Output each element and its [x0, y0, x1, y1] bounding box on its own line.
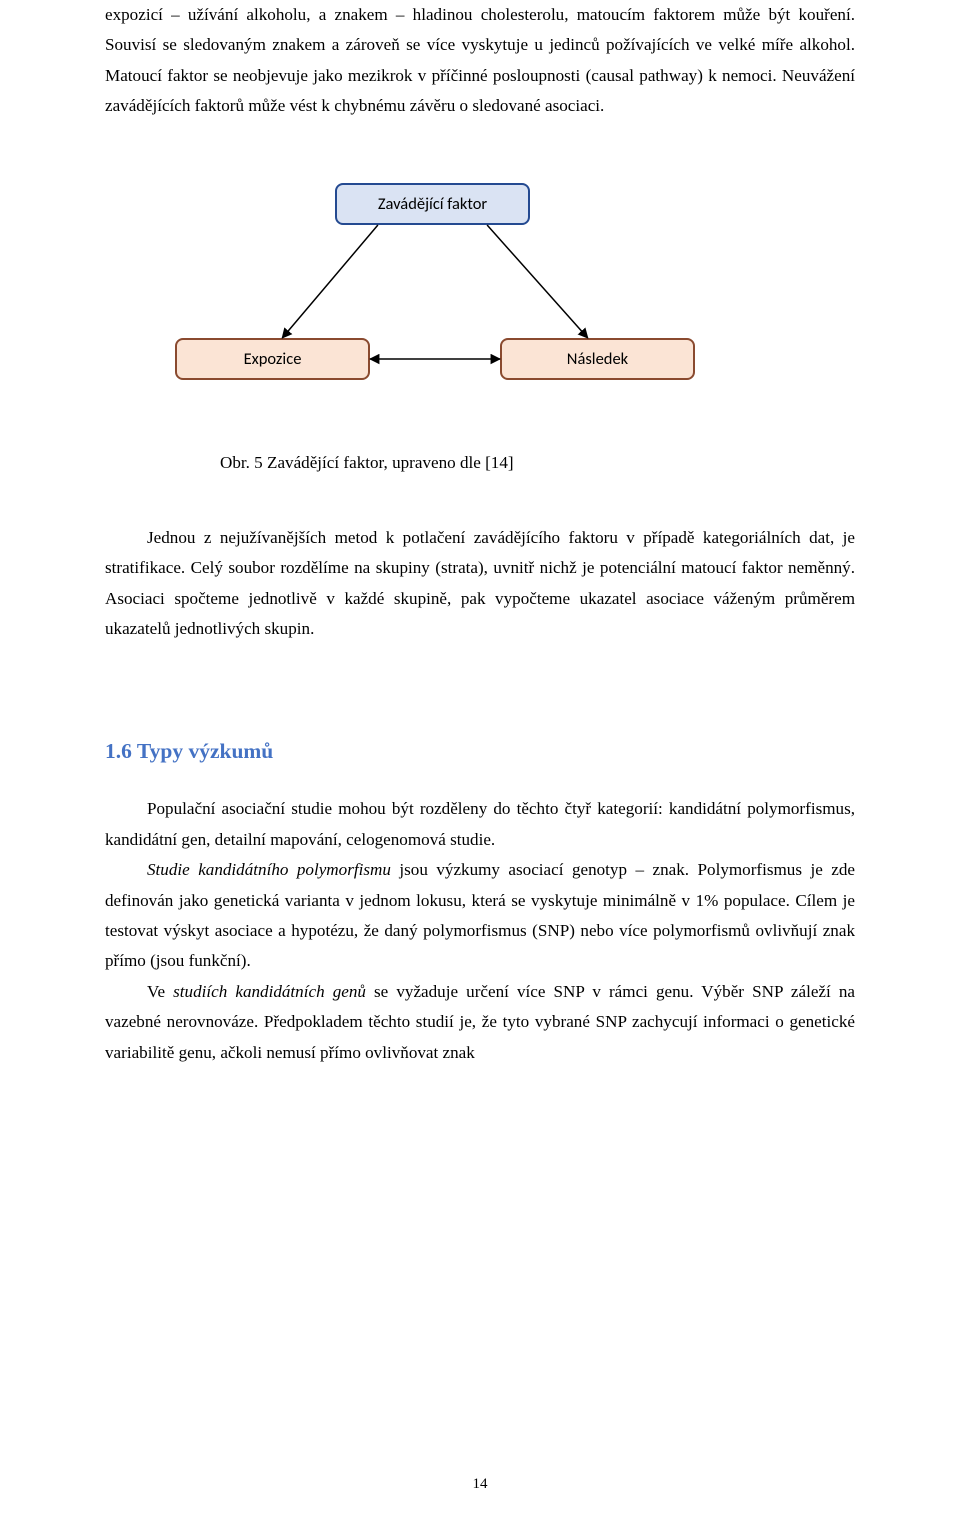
confounding-diagram: Zavádějící faktor Expozice Následek	[105, 183, 855, 433]
paragraph-stratification: Jednou z nejužívanějších metod k potlače…	[105, 523, 855, 645]
diagram-caption: Obr. 5 Zavádějící faktor, upraveno dle […	[105, 453, 855, 473]
paragraph-intro: expozicí – užívání alkoholu, a znakem – …	[105, 0, 855, 122]
page-number: 14	[0, 1476, 960, 1493]
italic-term-candidate-gene: studiích kandidátních genů	[173, 982, 366, 1001]
paragraph-study-categories: Populační asociační studie mohou být roz…	[105, 794, 855, 855]
section-heading-types: 1.6 Typy výzkumů	[105, 739, 855, 764]
paragraph-candidate-polymorphism: Studie kandidátního polymorfismu jsou vý…	[105, 855, 855, 977]
paragraph-candidate-genes: Ve studiích kandidátních genů se vyžaduj…	[105, 977, 855, 1068]
italic-term-candidate-poly: Studie kandidátního polymorfismu	[147, 860, 391, 879]
diagram-arrows	[105, 183, 805, 433]
text-candidate-gene-pre: Ve	[147, 982, 173, 1001]
